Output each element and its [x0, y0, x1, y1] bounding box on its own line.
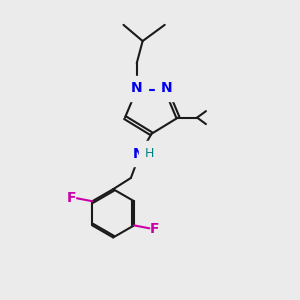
Text: N: N	[131, 82, 142, 95]
Text: N: N	[160, 82, 172, 95]
Text: F: F	[150, 222, 160, 236]
Text: H: H	[144, 147, 154, 160]
Text: F: F	[67, 191, 76, 205]
Text: N: N	[132, 147, 144, 161]
